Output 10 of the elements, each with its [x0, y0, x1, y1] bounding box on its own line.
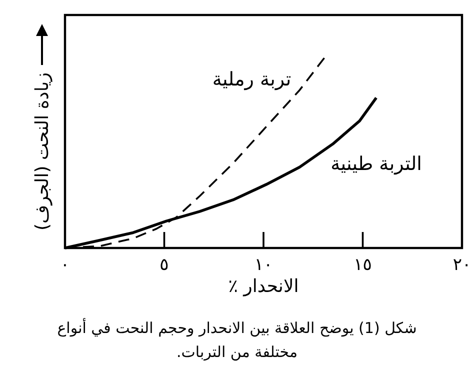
x-tick-label: ٢٠ — [452, 255, 472, 275]
series-label: التربة طينية — [330, 152, 422, 175]
series-label: تربة رملية — [212, 68, 292, 90]
x-tick-label: ١٠ — [254, 255, 273, 275]
x-axis-title: الانحدار ٪ — [228, 276, 299, 297]
y-axis-title: زيادة النحت (الجرف) — [32, 72, 53, 231]
x-tick-label: ٠ — [60, 255, 70, 275]
x-tick-label: ١٥ — [354, 255, 372, 275]
text: شكل (1) يوضح العلاقة بين الانحدار وحجم النحت في أنواع مختلفة من التربات. — [57, 318, 417, 361]
x-tick-label: ٥ — [160, 255, 169, 275]
